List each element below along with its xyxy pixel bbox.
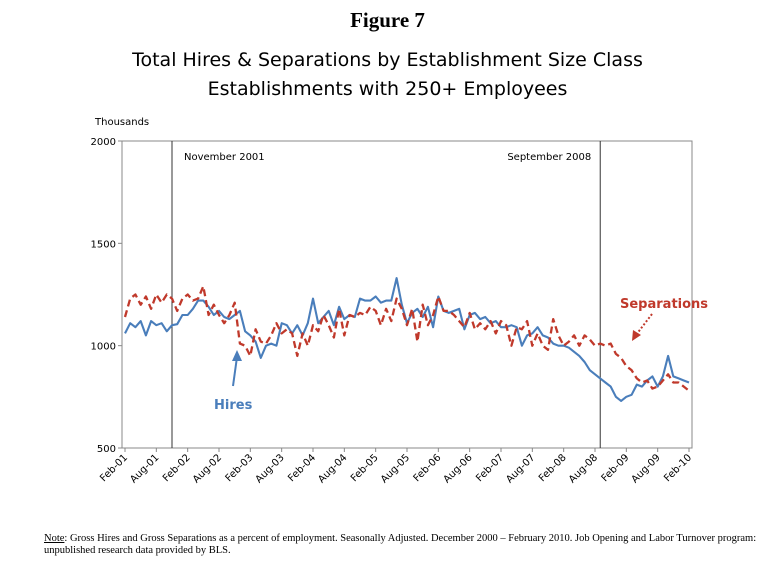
x-tick-label: Feb-02 bbox=[161, 452, 193, 484]
x-tick-label: Aug-06 bbox=[442, 452, 475, 485]
figure-label: Figure 7 bbox=[350, 8, 425, 32]
x-tick-label: Aug-03 bbox=[254, 452, 287, 485]
y-tick-label: 500 bbox=[97, 444, 116, 455]
separations-arrowhead-icon bbox=[632, 330, 641, 341]
hires-annotation-arrow bbox=[232, 356, 238, 387]
footnote-label: Note bbox=[44, 533, 65, 544]
chart-title-line1: Total Hires & Separations by Establishme… bbox=[132, 49, 643, 71]
x-tick-label: Aug-02 bbox=[191, 452, 224, 485]
x-tick-label: Aug-07 bbox=[504, 452, 537, 485]
plot-area-border bbox=[121, 140, 693, 449]
reference-line-label: November 2001 bbox=[184, 152, 265, 163]
footnote: Note: Gross Hires and Gross Separations … bbox=[44, 533, 769, 557]
x-tick-label: Aug-04 bbox=[316, 452, 349, 485]
separations-annotation-arrow bbox=[635, 313, 653, 336]
separations-annotation-label: Separations bbox=[620, 297, 708, 312]
hires-series-line bbox=[124, 277, 690, 402]
x-tick-label: Feb-08 bbox=[537, 452, 569, 484]
y-axis-label: Thousands bbox=[95, 117, 150, 128]
x-tick-label: Feb-05 bbox=[349, 452, 381, 484]
x-tick-label: Aug-05 bbox=[379, 452, 412, 485]
x-tick-label: Aug-09 bbox=[630, 452, 663, 485]
x-tick-label: Feb-03 bbox=[224, 452, 256, 484]
x-tick-label: Feb-01 bbox=[98, 452, 130, 484]
x-tick-label: Feb-07 bbox=[474, 452, 506, 484]
separations-series-line bbox=[123, 285, 690, 392]
x-tick-label: Aug-01 bbox=[128, 452, 161, 485]
x-tick-label: Feb-04 bbox=[286, 452, 318, 484]
hires-annotation-label: Hires bbox=[214, 398, 253, 413]
hires-arrowhead-icon bbox=[232, 350, 242, 361]
x-tick-label: Feb-06 bbox=[412, 452, 444, 484]
x-tick-label: Feb-10 bbox=[662, 452, 694, 484]
footnote-text: : Gross Hires and Gross Separations as a… bbox=[44, 533, 757, 556]
y-tick-label: 1000 bbox=[91, 342, 116, 353]
reference-line-label: September 2008 bbox=[507, 152, 591, 163]
chart-title-line2: Establishments with 250+ Employees bbox=[207, 78, 568, 100]
x-tick-label: Aug-08 bbox=[567, 452, 600, 485]
y-tick-label: 1500 bbox=[91, 239, 116, 250]
y-tick-label: 2000 bbox=[91, 137, 116, 148]
x-tick-label: Feb-09 bbox=[600, 452, 632, 484]
